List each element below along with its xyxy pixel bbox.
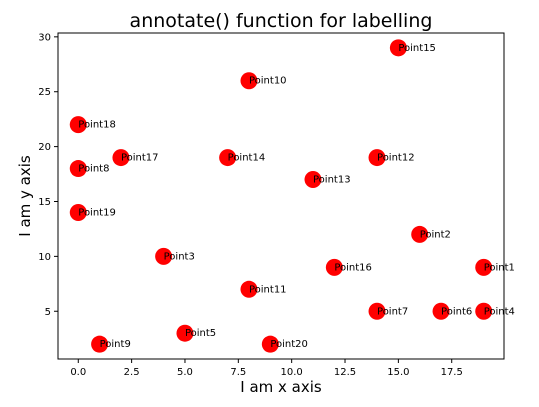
- scatter-point: [112, 149, 130, 167]
- x-tick-label: 0.0: [70, 367, 86, 378]
- point-annotation: Point13: [313, 175, 351, 186]
- y-axis: 5 10 15 20 25 30: [38, 32, 58, 318]
- point-annotation: Point14: [228, 153, 266, 164]
- chart-title: annotate() function for labelling: [130, 10, 433, 32]
- scatter-point: [368, 149, 386, 167]
- x-tick-label: 15.0: [387, 367, 409, 378]
- point-annotation: Point16: [334, 262, 372, 273]
- scatter-point: [304, 171, 322, 189]
- x-tick-label: 7.5: [230, 367, 246, 378]
- x-tick-label: 2.5: [124, 367, 140, 378]
- x-axis: 0.0 2.5 5.0 7.5 10.0 12.5 15.0 17.5: [70, 359, 463, 378]
- scatter-point: [69, 116, 87, 134]
- x-tick-label: 5.0: [177, 367, 193, 378]
- x-tick-label: 12.5: [334, 367, 356, 378]
- scatter-point: [69, 203, 87, 221]
- point-annotation: Point17: [121, 153, 159, 164]
- point-annotation: Point20: [270, 339, 308, 350]
- scatter-point: [475, 258, 493, 276]
- scatter-point: [389, 39, 407, 57]
- point-annotation: Point3: [164, 251, 195, 262]
- point-annotation: Point5: [185, 328, 216, 339]
- point-annotation: Point7: [377, 306, 408, 317]
- scatter-point: [155, 247, 173, 265]
- scatter-point: [325, 258, 343, 276]
- y-tick-label: 25: [38, 87, 51, 98]
- point-annotation: Point6: [441, 306, 472, 317]
- x-tick-label: 17.5: [441, 367, 463, 378]
- point-annotation: Point2: [420, 229, 451, 240]
- point-annotation: Point8: [78, 164, 109, 175]
- scatter-point: [91, 335, 109, 353]
- y-tick-label: 10: [38, 252, 51, 263]
- y-tick-label: 15: [38, 197, 51, 208]
- x-axis-label: I am x axis: [240, 378, 322, 396]
- point-annotation: Point11: [249, 284, 287, 295]
- point-annotation: Point15: [398, 43, 436, 54]
- scatter-point: [411, 225, 429, 243]
- scatter-point: [240, 280, 258, 298]
- point-annotation: Point9: [100, 339, 131, 350]
- scatter-point: [240, 72, 258, 90]
- y-tick-label: 20: [38, 142, 51, 153]
- scatter-point: [432, 302, 450, 320]
- scatter-point: [69, 160, 87, 178]
- x-tick-label: 10.0: [281, 367, 303, 378]
- point-annotation: Point4: [484, 306, 515, 317]
- data-points: [69, 39, 493, 353]
- point-annotation: Point10: [249, 76, 287, 87]
- scatter-point: [261, 335, 279, 353]
- point-annotation: Point12: [377, 153, 415, 164]
- y-axis-label: I am y axis: [16, 155, 34, 237]
- y-tick-label: 5: [45, 307, 51, 318]
- scatter-point: [219, 149, 237, 167]
- scatter-point: [176, 324, 194, 342]
- point-annotation: Point1: [484, 262, 515, 273]
- scatter-point: [368, 302, 386, 320]
- scatter-point: [475, 302, 493, 320]
- point-annotation: Point19: [78, 207, 116, 218]
- plot-frame: [57, 32, 505, 360]
- y-tick-label: 30: [38, 32, 51, 43]
- point-labels: Point1 Point2 Point3 Point4 Point5 Point6 Poin…: [78, 43, 515, 350]
- point-annotation: Point18: [78, 120, 116, 131]
